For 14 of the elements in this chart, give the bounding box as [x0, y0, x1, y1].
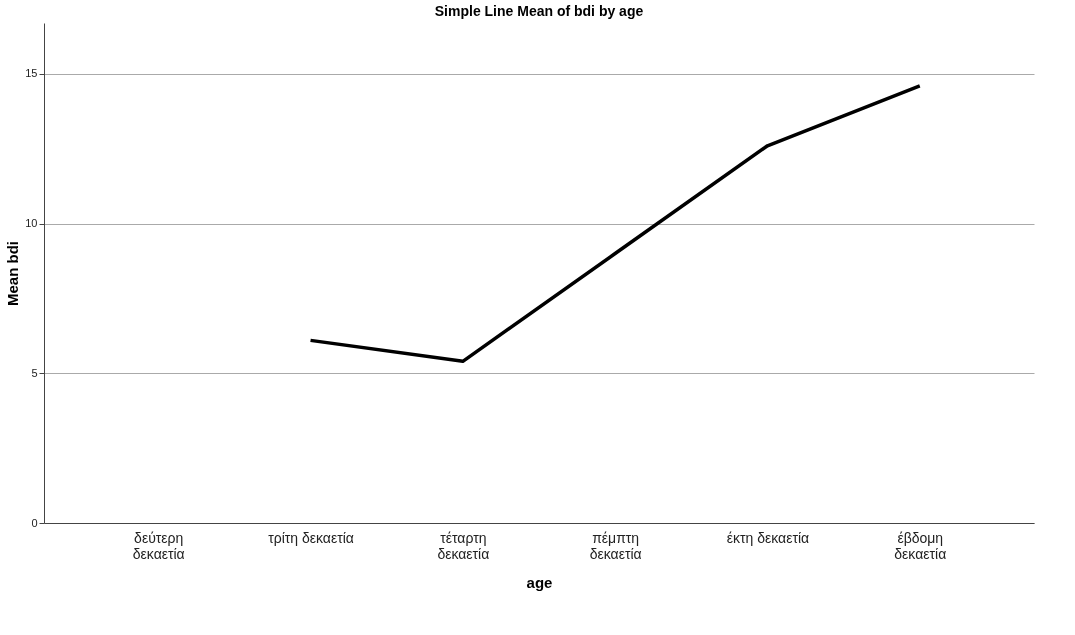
- chart-title: Simple Line Mean of bdi by age: [434, 3, 644, 19]
- x-tick-label: τέταρτη δεκαετία: [437, 529, 490, 562]
- x-axis-title: age: [526, 573, 553, 591]
- y-tick-label: 15: [25, 67, 38, 80]
- y-tick-label: 0: [31, 516, 38, 529]
- x-tick-label: έκτη δεκαετία: [726, 529, 810, 546]
- y-axis-title: Mean bdi: [4, 240, 22, 307]
- x-tick-label: έβδομη δεκαετία: [894, 529, 947, 562]
- y-tick-label: 10: [25, 217, 38, 230]
- y-tick-label: 5: [31, 366, 38, 379]
- x-tick-label: τρίτη δεκαετία: [268, 529, 354, 546]
- x-tick-label: πέμπτη δεκαετία: [589, 529, 642, 562]
- line-series: [308, 84, 922, 364]
- x-tick-label: δεύτερη δεκαετία: [132, 529, 185, 562]
